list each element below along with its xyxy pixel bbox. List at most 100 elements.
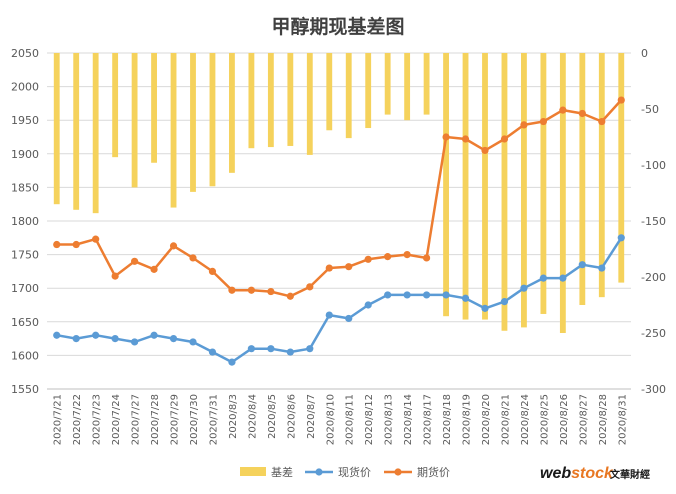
left-tick-label: 1700	[11, 282, 39, 295]
futures-price-line	[56, 99, 623, 298]
spot-price-point	[559, 274, 567, 282]
spot-price-point	[364, 301, 372, 309]
spot-price-point	[131, 338, 139, 346]
chart-title: 甲醇期现基差图	[271, 15, 404, 38]
x-tick-label: 2020/8/21	[500, 394, 511, 445]
left-tick-label: 2000	[11, 81, 39, 94]
basis-bar	[345, 53, 352, 139]
spot-price-point	[578, 261, 586, 269]
legend-bar-swatch	[240, 467, 266, 476]
futures-price-point	[208, 267, 217, 275]
basis-bar	[170, 53, 177, 208]
webstock-logo-cn: 文華財經	[610, 468, 650, 481]
futures-price-point	[520, 121, 528, 129]
legend: 基差 现货价 期货价	[240, 465, 450, 479]
basis-bar	[190, 53, 196, 192]
left-tick-label: 2050	[11, 47, 39, 60]
futures-price-point	[500, 135, 509, 143]
right-tick-label: -200	[641, 271, 666, 284]
spot-price-point	[520, 284, 528, 292]
x-tick-label: 2020/8/3	[228, 394, 239, 439]
spot-price-point	[481, 304, 489, 312]
spot-price-point	[442, 291, 450, 299]
spot-price-point	[53, 331, 61, 339]
spot-price-point	[111, 335, 119, 343]
futures-price-point	[228, 286, 236, 294]
x-tick-label: 2020/8/11	[345, 394, 356, 445]
x-tick-label: 2020/8/13	[384, 394, 395, 445]
legend-futures-swatch-marker	[394, 468, 402, 476]
spot-price-point	[423, 291, 431, 299]
basis-bar	[482, 53, 488, 320]
futures-price-point	[111, 272, 119, 280]
x-tick-label: 2020/8/20	[481, 394, 492, 445]
x-tick-label: 2020/8/10	[325, 394, 336, 445]
futures-price-point	[364, 255, 372, 263]
x-tick-label: 2020/7/28	[150, 394, 161, 445]
x-tick-label: 2020/8/6	[286, 394, 297, 439]
x-tick-label: 2020/7/21	[53, 394, 64, 445]
legend-spot-swatch-marker	[315, 468, 323, 476]
x-tick-label: 2020/8/24	[520, 394, 531, 445]
futures-price-point	[53, 240, 61, 249]
futures-price-point	[169, 242, 178, 250]
spot-price-point	[228, 358, 236, 366]
basis-bars	[53, 53, 625, 333]
futures-price-point	[481, 146, 489, 155]
x-axis-ticks: 2020/7/21 2020/7/22 2020/7/23 2020/7/24 2020…	[53, 394, 629, 445]
basis-bar	[423, 53, 430, 115]
spot-price-point	[345, 314, 353, 323]
x-tick-label: 2020/8/28	[598, 394, 609, 445]
spot-price-point	[169, 335, 178, 343]
basis-bar	[229, 53, 235, 173]
x-tick-label: 2020/8/25	[539, 394, 550, 445]
futures-price-point	[442, 133, 450, 141]
futures-price-point	[384, 253, 392, 261]
x-tick-label: 2020/8/14	[403, 394, 414, 445]
left-tick-label: 1550	[11, 383, 39, 396]
basis-bar	[287, 53, 294, 146]
futures-price-point	[617, 96, 625, 104]
legend-label: 现货价	[338, 465, 371, 479]
x-tick-label: 2020/8/5	[267, 394, 278, 439]
basis-bar	[501, 53, 508, 331]
futures-price-point	[131, 257, 139, 265]
basis-bar	[92, 53, 99, 214]
gridlines	[47, 52, 631, 390]
futures-price-point	[150, 265, 158, 273]
basis-bar	[306, 53, 313, 155]
basis-bar	[112, 53, 119, 158]
futures-price-point	[92, 235, 100, 243]
basis-bar	[540, 53, 547, 314]
spot-price-point	[325, 311, 333, 319]
right-tick-label: -100	[641, 159, 666, 172]
left-tick-label: 1600	[11, 349, 39, 362]
basis-bar	[53, 53, 60, 205]
futures-price-point	[306, 283, 314, 291]
futures-price-point	[423, 254, 431, 262]
basis-bar	[579, 53, 586, 305]
x-tick-label: 2020/8/26	[559, 394, 570, 445]
spot-price-point	[189, 338, 197, 346]
spot-price-point	[306, 345, 314, 353]
left-tick-label: 1650	[11, 316, 39, 329]
spot-price-point	[267, 345, 275, 353]
left-tick-label: 1850	[11, 181, 39, 194]
futures-price-point	[345, 263, 353, 271]
left-tick-label: 1750	[11, 249, 39, 262]
right-tick-label: -300	[641, 383, 666, 396]
spot-price-point	[384, 291, 392, 299]
x-tick-label: 2020/8/17	[423, 394, 434, 445]
basis-bar	[462, 53, 469, 320]
futures-price-point	[267, 287, 275, 296]
basis-bar	[521, 53, 527, 328]
x-tick-label: 2020/7/24	[111, 394, 122, 445]
spot-price-point	[598, 264, 606, 272]
futures-price-point	[247, 286, 255, 294]
spot-price-point	[403, 291, 411, 299]
spot-price-line	[56, 237, 623, 364]
x-tick-label: 2020/8/27	[578, 394, 589, 445]
basis-bar	[131, 53, 138, 188]
right-tick-label: -250	[641, 327, 666, 340]
spot-price-point	[92, 331, 100, 339]
